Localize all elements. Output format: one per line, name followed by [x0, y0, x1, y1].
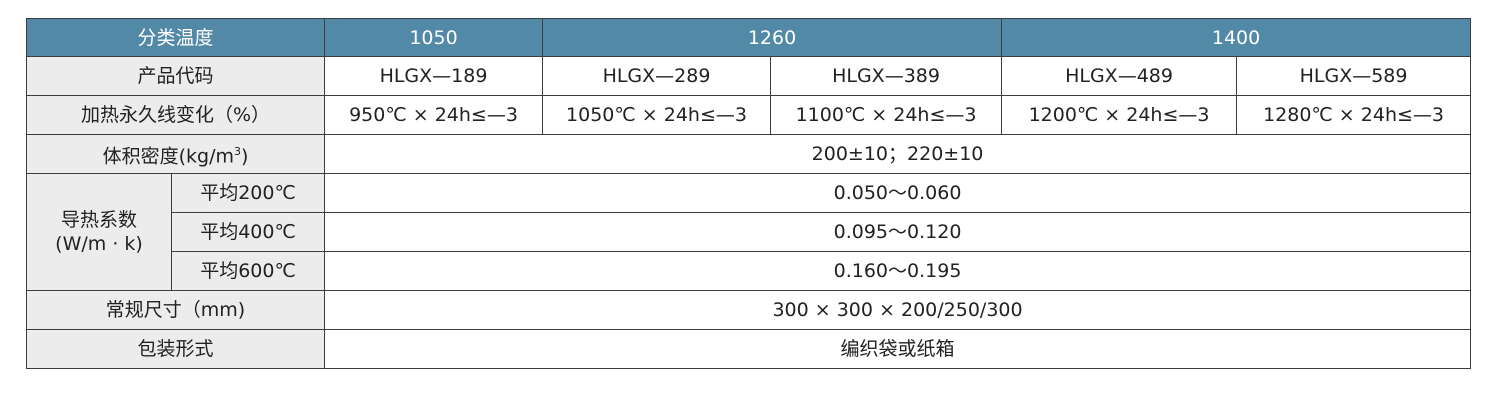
- packaging-label: 包装形式: [25, 329, 326, 369]
- density-label-suffix: ): [240, 145, 249, 168]
- shrinkage-cell: 1050℃ × 24h≤—3: [542, 95, 772, 135]
- shrinkage-cell: 1200℃ × 24h≤—3: [1001, 95, 1238, 135]
- product-code-cell: HLGX—389: [770, 56, 1003, 96]
- conductivity-row: 平均400℃ 0.095～0.120: [27, 212, 1472, 252]
- product-code-cell: HLGX—489: [1001, 56, 1238, 96]
- product-code-cell: HLGX—289: [542, 56, 772, 96]
- packaging-row: 包装形式 编织袋或纸箱: [25, 329, 1472, 369]
- product-code-cell: HLGX—589: [1236, 56, 1472, 96]
- density-label-sup: 3: [233, 144, 241, 158]
- header-row: 分类温度 1050 1260 1400: [25, 18, 1472, 57]
- conductivity-label-line2: (W/m · k): [55, 233, 143, 255]
- shrinkage-cell: 950℃ × 24h≤—3: [324, 95, 544, 135]
- density-label-prefix: 体积密度(kg/m: [102, 145, 234, 168]
- conductivity-temp: 平均200℃: [170, 173, 326, 213]
- conductivity-temp: 平均600℃: [170, 251, 326, 291]
- shrinkage-row: 加热永久线变化（%） 950℃ × 24h≤—3 1050℃ × 24h≤—3 …: [25, 95, 1472, 135]
- conductivity-label-line1: 导热系数: [60, 209, 137, 231]
- temp-group-1260: 1260: [542, 18, 1003, 57]
- conductivity-value: 0.160～0.195: [324, 251, 1472, 291]
- product-code-cell: HLGX—189: [324, 56, 544, 96]
- packaging-value: 编织袋或纸箱: [324, 329, 1472, 369]
- temp-group-1050: 1050: [324, 18, 544, 57]
- density-row: 体积密度(kg/m3) 200±10；220±10: [25, 134, 1472, 174]
- product-code-row: 产品代码 HLGX—189 HLGX—289 HLGX—389 HLGX—489…: [25, 56, 1472, 96]
- size-label: 常规尺寸（mm): [25, 290, 326, 330]
- density-label: 体积密度(kg/m3): [25, 134, 326, 174]
- size-row: 常规尺寸（mm) 300 × 300 × 200/250/300: [25, 290, 1472, 330]
- temp-group-1400: 1400: [1001, 18, 1472, 57]
- conductivity-row: 平均600℃ 0.160～0.195: [27, 251, 1472, 291]
- conductivity-temp: 平均400℃: [170, 212, 326, 252]
- density-value: 200±10；220±10: [324, 134, 1472, 174]
- shrinkage-label: 加热永久线变化（%）: [25, 95, 326, 135]
- conductivity-value: 0.095～0.120: [324, 212, 1472, 252]
- spec-table: 分类温度 1050 1260 1400 产品代码 HLGX—189 HLGX—2…: [25, 18, 1472, 369]
- size-value: 300 × 300 × 200/250/300: [324, 290, 1472, 330]
- conductivity-row: 导热系数 (W/m · k) 平均200℃ 0.050～0.060: [26, 173, 1472, 291]
- shrinkage-cell: 1280℃ × 24h≤—3: [1236, 95, 1472, 135]
- classification-temp-label: 分类温度: [25, 18, 326, 57]
- conductivity-value: 0.050～0.060: [324, 173, 1472, 213]
- product-code-label: 产品代码: [25, 56, 326, 96]
- conductivity-label: 导热系数 (W/m · k): [26, 173, 172, 291]
- shrinkage-cell: 1100℃ × 24h≤—3: [770, 95, 1003, 135]
